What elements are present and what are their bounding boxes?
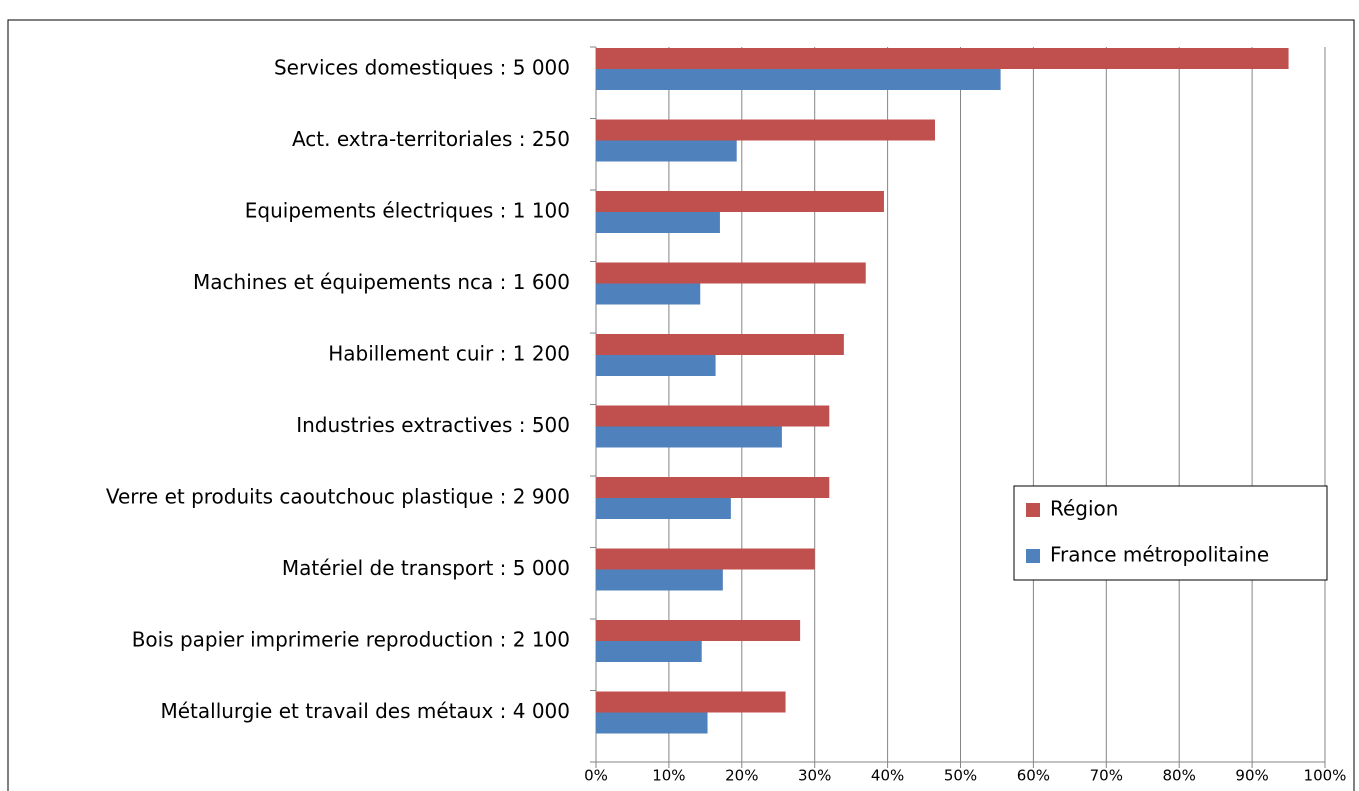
bar: [596, 405, 830, 427]
x-tick-label: 90%: [1235, 767, 1268, 785]
bar: [596, 620, 801, 641]
x-tick-label: 70%: [1090, 767, 1123, 785]
x-tick-label: 10%: [652, 767, 685, 785]
bar: [596, 212, 720, 233]
bar: [596, 569, 723, 591]
x-tick-label: 40%: [871, 767, 904, 785]
y-tick-label: Habillement cuir : 1 200: [328, 342, 570, 366]
y-tick-label: Industries extractives : 500: [296, 413, 570, 437]
bar: [596, 691, 786, 713]
bar: [596, 140, 737, 162]
y-tick-label: Bois papier imprimerie reproduction : 2 …: [132, 628, 570, 652]
bar: [596, 426, 782, 448]
bar: [596, 641, 702, 662]
x-tick-label: 80%: [1163, 767, 1196, 785]
bar: [596, 262, 866, 284]
bar: [596, 355, 716, 376]
x-tick-label: 30%: [798, 767, 831, 785]
legend-label: Région: [1050, 497, 1118, 521]
x-tick-label: 60%: [1017, 767, 1050, 785]
y-tick-label: Métallurgie et travail des métaux : 4 00…: [160, 699, 570, 723]
y-tick-label: Verre et produits caoutchouc plastique :…: [106, 485, 570, 509]
y-tick-label: Machines et équipements nca : 1 600: [193, 270, 570, 294]
bar: [596, 119, 935, 141]
y-tick-label: Act. extra-territoriales : 250: [292, 127, 570, 151]
y-tick-label: Equipements électriques : 1 100: [245, 199, 570, 223]
bar: [596, 477, 830, 498]
y-tick-label: Services domestiques : 5 000: [274, 56, 570, 80]
legend-swatch: [1026, 503, 1040, 517]
x-tick-label: 100%: [1304, 767, 1347, 785]
x-tick-label: 50%: [944, 767, 977, 785]
y-tick-label: Matériel de transport : 5 000: [282, 556, 570, 580]
legend-box: [1013, 485, 1328, 581]
bar: [596, 498, 731, 519]
x-tick-label: 20%: [725, 767, 758, 785]
legend-label: France métropolitaine: [1050, 543, 1269, 567]
bar: [596, 334, 844, 355]
legend-swatch: [1026, 549, 1040, 563]
x-tick-label: 0%: [584, 767, 608, 785]
bar: [596, 548, 815, 570]
bar: [596, 712, 708, 734]
bar: [596, 283, 701, 305]
bar: [596, 48, 1289, 69]
bar: [596, 191, 884, 212]
bar: [596, 69, 1001, 90]
